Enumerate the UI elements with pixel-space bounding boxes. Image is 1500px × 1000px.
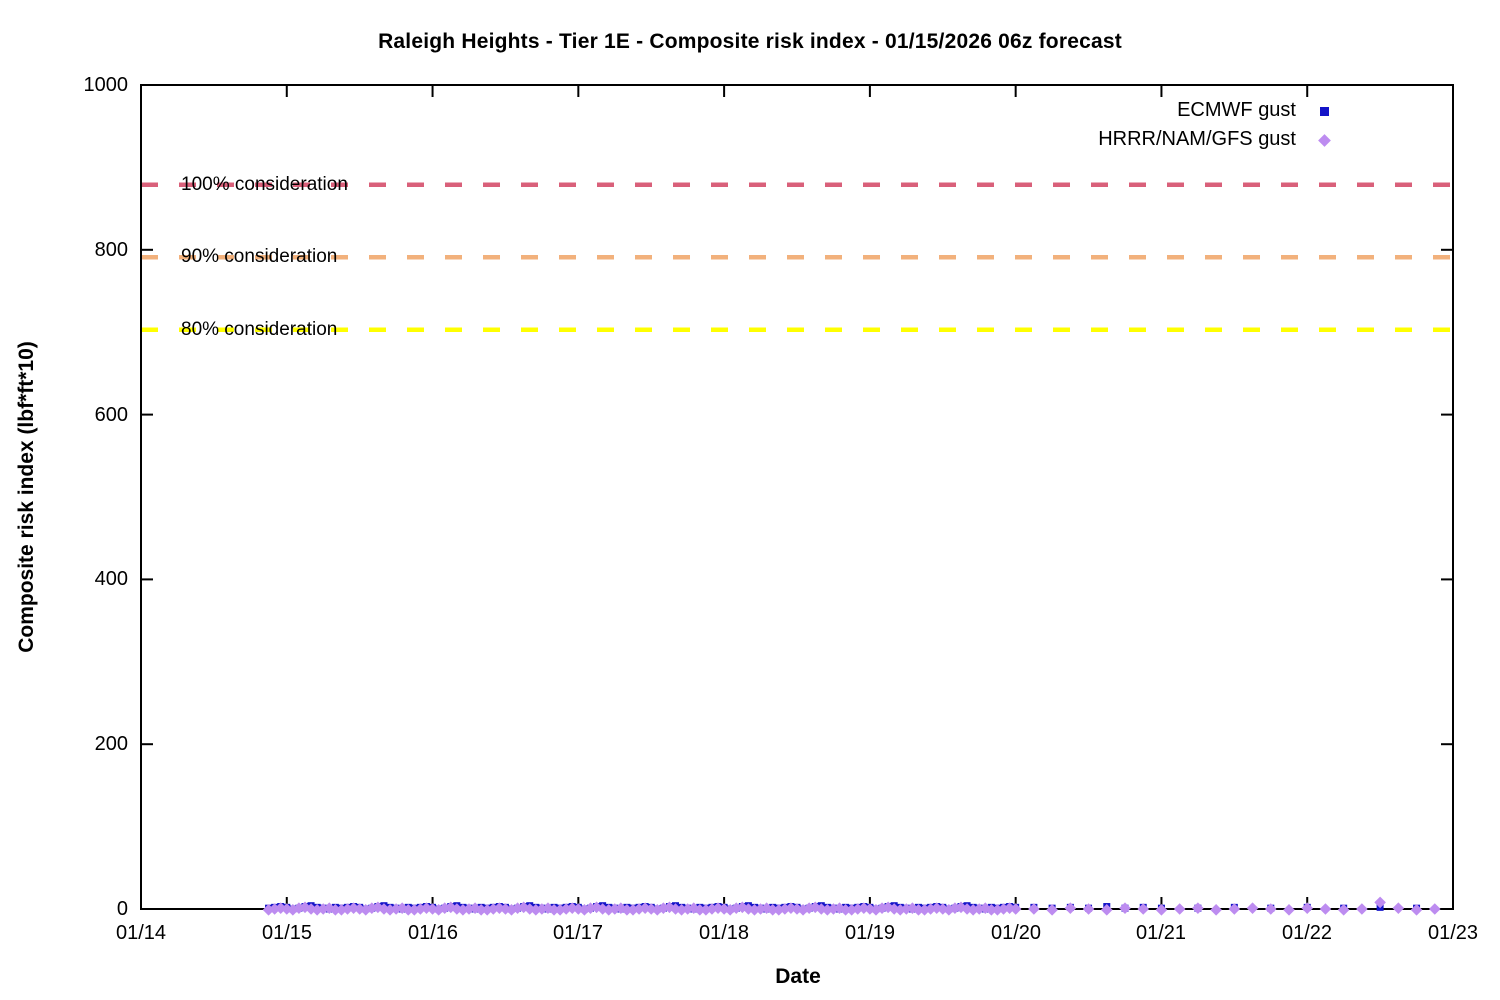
data-point-diamond	[1100, 904, 1113, 916]
y-axis-title: Composite risk index (lbf*ft*10)	[15, 341, 38, 653]
data-point-diamond	[499, 903, 512, 915]
legend-row-hrrr: HRRR/NAM/GFS gust	[1098, 125, 1352, 154]
data-point-diamond	[1228, 903, 1241, 915]
data-point-diamond	[645, 903, 658, 915]
x-tick-label: 01/22	[1281, 922, 1333, 944]
legend-row-ecmwf: ECMWF gust	[1098, 96, 1352, 125]
y-tick-label: 200	[94, 733, 128, 755]
plot-border	[140, 84, 1454, 910]
data-point-diamond	[317, 903, 330, 915]
data-point-diamond	[353, 903, 366, 915]
threshold-label-80pct: 80% consideration	[181, 318, 338, 340]
x-tick-label: 01/14	[115, 922, 167, 944]
data-point-diamond	[402, 904, 415, 916]
chart-title: Raleigh Heights - Tier 1E - Composite ri…	[378, 30, 1122, 53]
data-point-diamond	[1192, 902, 1204, 914]
y-tick-label: 1000	[83, 74, 129, 96]
data-point-diamond	[1319, 903, 1332, 915]
data-point-diamond	[487, 903, 500, 915]
x-axis-title: Date	[775, 965, 821, 988]
x-tick-label: 01/16	[407, 922, 459, 944]
data-point-diamond	[414, 903, 427, 915]
data-point-diamond	[1356, 903, 1368, 915]
data-point-diamond	[475, 904, 487, 916]
data-point-diamond	[973, 903, 986, 915]
threshold-label-90pct: 90% consideration	[181, 246, 338, 268]
data-point-diamond	[1392, 902, 1405, 914]
data-point-diamond	[1009, 903, 1022, 915]
data-point-diamond	[1119, 902, 1131, 914]
data-point-diamond	[451, 903, 463, 915]
data-point-diamond	[985, 904, 998, 916]
data-point-diamond	[839, 904, 852, 916]
data-point-diamond	[341, 903, 354, 915]
data-point-diamond	[426, 903, 439, 915]
data-point-diamond	[548, 904, 560, 916]
x-tick-label: 01/19	[844, 922, 896, 944]
data-point-diamond	[1301, 902, 1314, 914]
data-point-diamond	[681, 903, 694, 915]
x-tick-label: 01/20	[990, 922, 1042, 944]
data-point-diamond	[1374, 896, 1386, 909]
data-point-diamond	[1082, 903, 1095, 915]
data-point-diamond	[851, 903, 864, 915]
data-point-diamond	[1410, 904, 1423, 916]
y-tick-label: 400	[94, 568, 128, 590]
data-point-diamond	[694, 904, 706, 916]
legend-label-hrrr: HRRR/NAM/GFS gust	[1098, 128, 1296, 151]
legend-label-ecmwf: ECMWF gust	[1177, 99, 1296, 122]
diamond-marker-icon	[1317, 134, 1331, 148]
data-point-diamond	[463, 903, 475, 915]
data-point-diamond	[523, 903, 536, 915]
data-point-diamond	[305, 903, 317, 915]
y-tick-label: 800	[94, 239, 128, 261]
data-point-diamond	[633, 903, 645, 915]
data-point-diamond	[596, 903, 609, 915]
data-point-diamond	[390, 903, 402, 915]
legend-swatch-ecmwf	[1296, 96, 1352, 125]
data-point-diamond	[268, 903, 281, 915]
data-point-diamond	[329, 904, 342, 916]
data-point-diamond	[1283, 904, 1295, 916]
data-point-diamond	[1264, 903, 1277, 915]
square-marker-icon	[1319, 107, 1329, 117]
legend: ECMWF gust HRRR/NAM/GFS gust	[1098, 96, 1352, 154]
data-point-diamond	[1155, 904, 1168, 916]
data-point-diamond	[560, 903, 572, 915]
x-tick-label: 01/18	[698, 922, 750, 944]
data-point-diamond	[718, 903, 730, 915]
y-tick-label: 600	[94, 404, 128, 426]
data-point-diamond	[1337, 904, 1350, 916]
legend-swatch-hrrr	[1296, 125, 1352, 154]
x-tick-label: 01/21	[1135, 922, 1187, 944]
data-point-diamond	[936, 903, 949, 915]
data-point-diamond	[1028, 903, 1040, 915]
data-point-diamond	[815, 903, 828, 915]
data-point-diamond	[1428, 903, 1441, 915]
data-point-diamond	[864, 903, 876, 915]
data-point-diamond	[621, 904, 633, 916]
data-point-diamond	[1210, 904, 1222, 916]
data-point-diamond	[1246, 902, 1259, 914]
data-point-diamond	[730, 902, 743, 914]
data-point-diamond	[1137, 903, 1150, 915]
x-tick-label: 01/15	[261, 922, 313, 944]
data-point-diamond	[378, 903, 390, 915]
data-point-diamond	[888, 903, 900, 915]
data-point-diamond	[1064, 902, 1077, 914]
x-tick-label: 01/23	[1427, 922, 1479, 944]
data-point-diamond	[280, 903, 293, 915]
data-point-diamond	[572, 903, 585, 915]
x-tick-label: 01/17	[552, 922, 604, 944]
data-point-diamond	[1046, 904, 1058, 916]
y-tick-label: 0	[116, 898, 128, 920]
data-point-diamond	[1173, 903, 1186, 915]
data-point-diamond	[912, 904, 925, 916]
data-point-diamond	[766, 904, 779, 916]
threshold-label-100pct: 100% consideration	[181, 173, 348, 195]
